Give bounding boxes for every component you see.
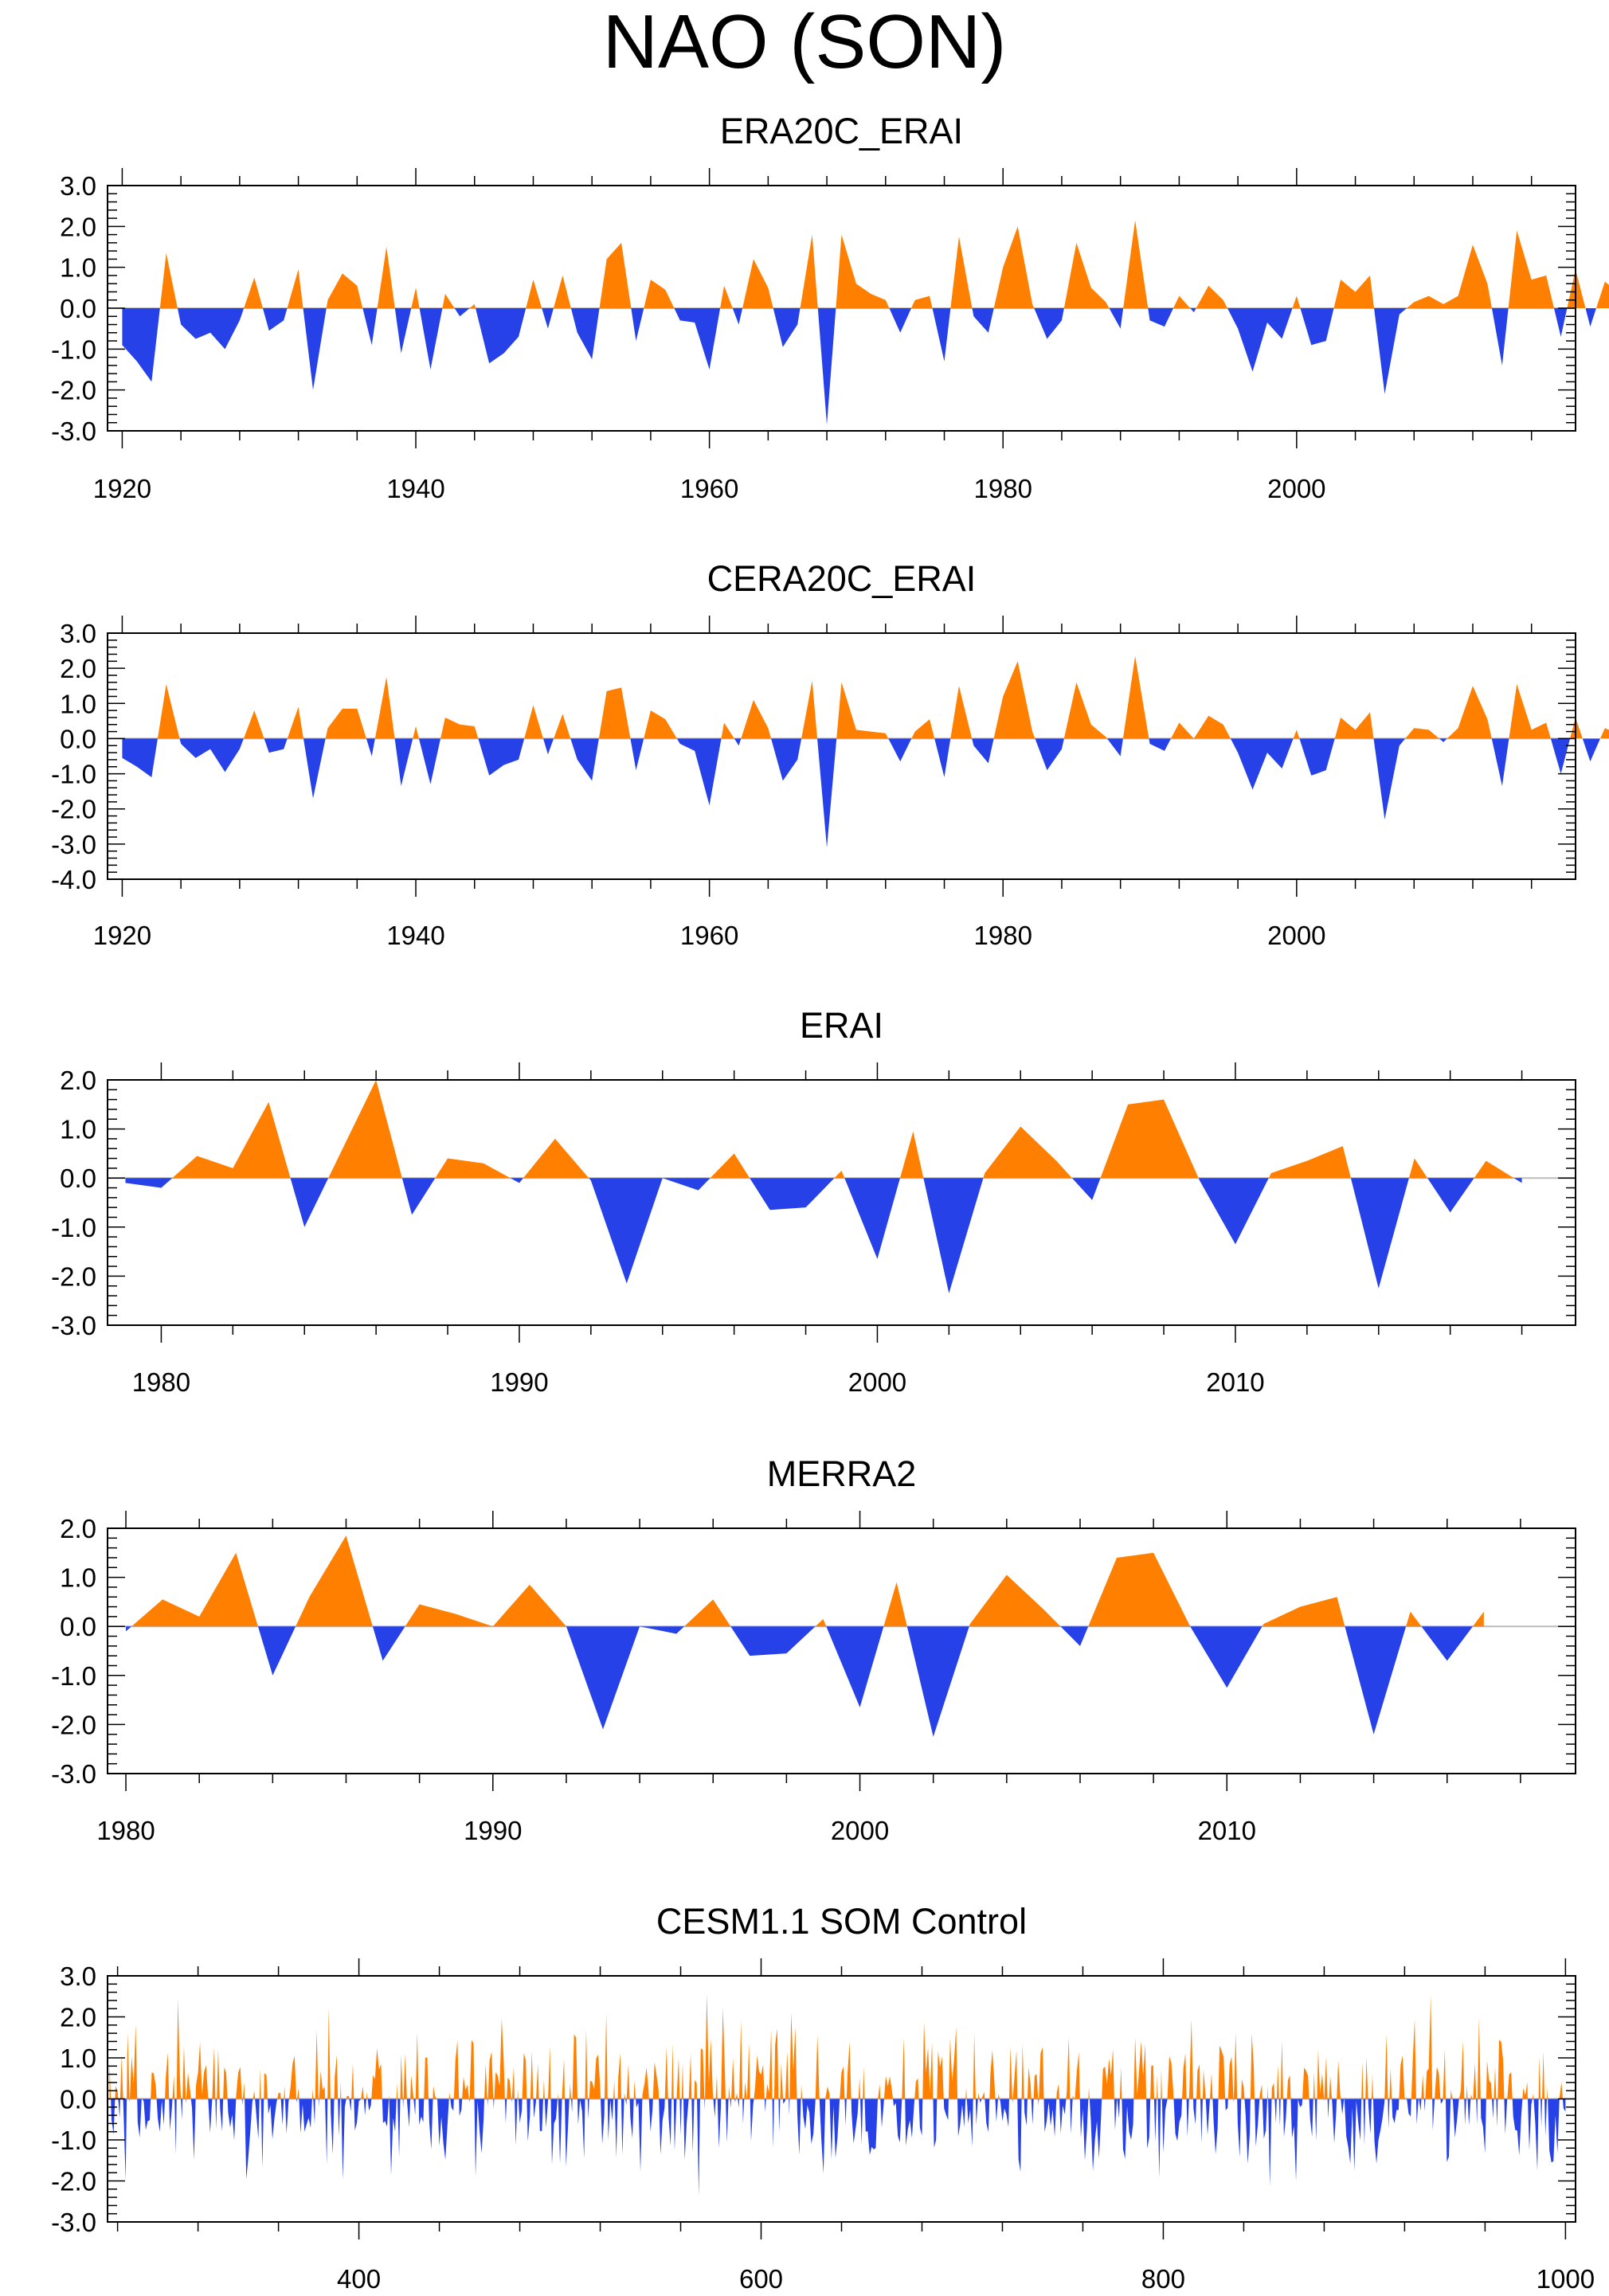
y-tick-label: -3.0 [51, 417, 96, 446]
x-tick-label: 1940 [386, 474, 444, 503]
y-tick-label: -2.0 [51, 2167, 96, 2196]
y-tick-label: -1.0 [51, 1661, 96, 1691]
chart-panel-5: CESM1.1 SOM Control 3.0 2.0 1.0 0.0 -1.0 -2.0 -… [51, 1901, 1595, 2294]
positive-area [109, 1993, 1563, 2099]
x-tick-label: 2000 [1267, 474, 1325, 503]
y-tick-label: 0.0 [60, 1612, 96, 1641]
x-tick-label: 2010 [1198, 1816, 1256, 1845]
chart-panel-1: ERA20C_ERAI 3.0 2.0 1.0 0.0 -1.0 -2.0 -3.0 1920 1… [51, 111, 1609, 503]
x-tick-label: 600 [739, 2264, 783, 2294]
negative-area [122, 308, 1596, 425]
positive-area [157, 655, 1609, 739]
chart-panel-2: CERA20C_ERAI 3.0 2.0 1.0 0.0 -1.0 -2.0 -3.0 -4.0… [51, 558, 1609, 950]
positive-area [159, 220, 1609, 308]
plot-frame [107, 1527, 1576, 1774]
chart-title: CESM1.1 SOM Control [656, 1901, 1027, 1942]
y-tick-label: 2.0 [60, 212, 96, 241]
x-tick-label: 1980 [974, 474, 1032, 503]
y-tick-label: 1.0 [60, 253, 96, 283]
x-tick-label: 1980 [132, 1367, 190, 1397]
y-tick-label: 0.0 [60, 2085, 96, 2114]
chart-title: CERA20C_ERAI [707, 558, 977, 599]
y-tick-label: 2.0 [60, 1514, 96, 1543]
x-tick-label: 1000 [1537, 2264, 1595, 2294]
y-tick-label: -2.0 [51, 376, 96, 405]
x-tick-label: 2000 [1267, 921, 1325, 950]
y-tick-label: -4.0 [51, 865, 96, 894]
y-tick-label: 1.0 [60, 689, 96, 718]
y-tick-label: 2.0 [60, 2003, 96, 2032]
chart-title: ERAI [800, 1005, 883, 1046]
y-tick-label: -1.0 [51, 1213, 96, 1242]
y-tick-label: -3.0 [51, 2208, 96, 2237]
x-tick-label: 2000 [848, 1367, 906, 1397]
negative-area [111, 2098, 1566, 2196]
positive-area [172, 1080, 1514, 1179]
y-tick-label: -1.0 [51, 334, 96, 364]
y-tick-label: -3.0 [51, 1759, 96, 1789]
chart-title: ERA20C_ERAI [720, 111, 963, 151]
plot-frame [107, 1079, 1576, 1326]
x-tick-label: 1990 [464, 1816, 522, 1845]
y-tick-label: -2.0 [51, 795, 96, 824]
x-tick-label: 800 [1141, 2264, 1185, 2294]
y-tick-label: -1.0 [51, 2126, 96, 2155]
y-tick-label: 1.0 [60, 1563, 96, 1593]
x-tick-label: 400 [337, 2264, 381, 2294]
figure-title: NAO (SON) [602, 0, 1007, 84]
x-tick-label: 1960 [680, 474, 738, 503]
x-tick-label: 1920 [93, 921, 151, 950]
y-tick-label: 0.0 [60, 294, 96, 323]
positive-area [131, 1535, 1484, 1627]
x-tick-label: 1960 [680, 921, 738, 950]
chart-panel-3: ERAI 2.0 1.0 0.0 -1.0 -2.0 -3.0 1980 1990 2000 201… [51, 1005, 1576, 1397]
y-tick-label: 1.0 [60, 2044, 96, 2073]
x-tick-label: 1990 [490, 1367, 548, 1397]
x-tick-label: 2010 [1206, 1367, 1264, 1397]
negative-area [125, 1178, 1522, 1293]
negative-area [122, 738, 1601, 848]
y-tick-label: 3.0 [60, 171, 96, 201]
plot-frame [107, 632, 1576, 880]
y-tick-label: 2.0 [60, 1066, 96, 1095]
y-tick-label: 1.0 [60, 1115, 96, 1144]
x-tick-label: 1920 [93, 474, 151, 503]
x-tick-label: 1980 [96, 1816, 155, 1845]
x-tick-label: 2000 [831, 1816, 889, 1845]
y-tick-label: -2.0 [51, 1710, 96, 1739]
x-tick-label: 1980 [974, 921, 1032, 950]
y-tick-label: 3.0 [60, 1962, 96, 1991]
y-tick-label: 0.0 [60, 724, 96, 753]
y-tick-label: 2.0 [60, 654, 96, 683]
y-tick-label: 0.0 [60, 1164, 96, 1193]
y-tick-label: -3.0 [51, 1311, 96, 1340]
chart-title: MERRA2 [767, 1453, 917, 1494]
y-tick-label: 3.0 [60, 619, 96, 648]
y-tick-label: -3.0 [51, 830, 96, 859]
y-tick-label: -1.0 [51, 760, 96, 789]
x-tick-label: 1940 [386, 921, 444, 950]
negative-area [126, 1626, 1473, 1737]
y-tick-label: -2.0 [51, 1261, 96, 1291]
